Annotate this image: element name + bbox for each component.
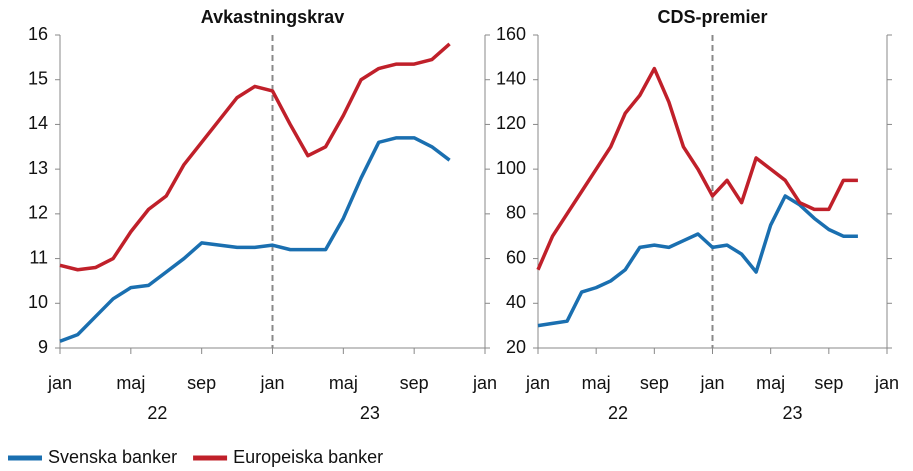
year-label: 22 — [147, 403, 167, 423]
legend-label: Svenska banker — [48, 447, 177, 467]
series-line — [59, 42, 451, 272]
year-label: 22 — [608, 403, 628, 423]
x-tick-label: sep — [187, 373, 216, 393]
y-tick-label: 16 — [28, 24, 48, 44]
x-tick-label: jan — [47, 373, 72, 393]
legend-label: Europeiska banker — [233, 447, 383, 467]
y-tick-label: 60 — [506, 247, 526, 267]
y-tick-label: 20 — [506, 337, 526, 357]
y-tick-label: 9 — [38, 337, 48, 357]
x-tick-label: maj — [582, 373, 611, 393]
x-tick-label: jan — [874, 373, 899, 393]
series-line — [536, 66, 858, 271]
x-tick-label: jan — [472, 373, 497, 393]
y-tick-label: 160 — [496, 24, 526, 44]
y-tick-label: 14 — [28, 113, 48, 133]
chart-title: Avkastningskrav — [201, 7, 344, 27]
x-tick-label: sep — [640, 373, 669, 393]
y-tick-label: 12 — [28, 203, 48, 223]
x-tick-label: maj — [116, 373, 145, 393]
y-tick-label: 11 — [29, 247, 48, 267]
year-label: 23 — [782, 403, 802, 423]
y-tick-label: 120 — [496, 113, 526, 133]
x-tick-label: jan — [525, 373, 550, 393]
y-tick-label: 100 — [496, 158, 526, 178]
x-tick-label: jan — [699, 373, 724, 393]
y-tick-label: 80 — [506, 203, 526, 223]
x-tick-label: maj — [329, 373, 358, 393]
x-tick-label: sep — [400, 373, 429, 393]
series-line — [537, 194, 858, 328]
x-tick-label: sep — [814, 373, 843, 393]
y-tick-label: 40 — [506, 292, 526, 312]
x-tick-label: maj — [756, 373, 785, 393]
y-tick-label: 140 — [496, 68, 526, 88]
y-tick-label: 13 — [28, 158, 48, 178]
y-tick-label: 10 — [28, 292, 48, 312]
x-tick-label: jan — [259, 373, 284, 393]
year-label: 23 — [360, 403, 380, 423]
chart-title: CDS-premier — [657, 7, 767, 27]
y-tick-label: 15 — [28, 68, 48, 88]
series-line — [59, 136, 451, 343]
